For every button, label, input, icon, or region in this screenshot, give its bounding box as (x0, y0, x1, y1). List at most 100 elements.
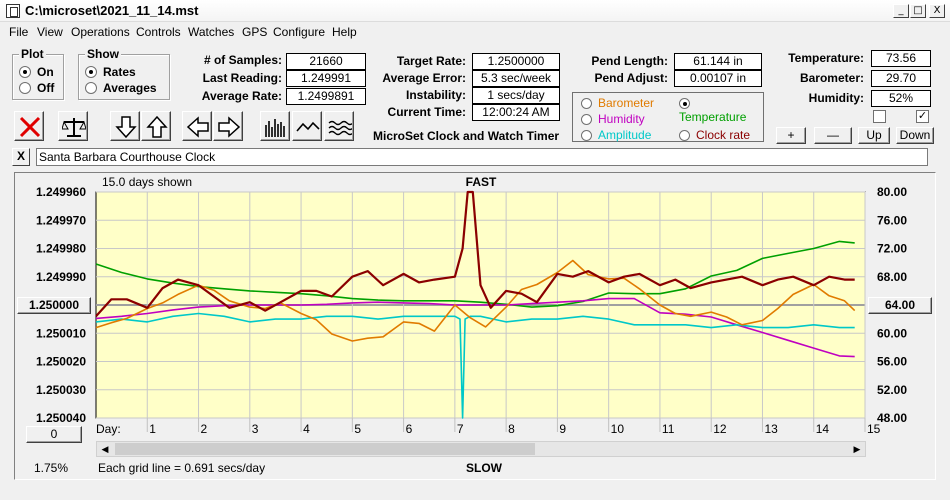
radio-dot (85, 81, 97, 94)
humidity-label: Humidity: (808, 91, 864, 105)
app-icon[interactable] (6, 4, 20, 18)
show-averages-radio[interactable]: Averages (85, 80, 157, 96)
y-left-tick-label: 1.249960 (36, 185, 86, 199)
app-name: MicroSet Clock and Watch Timer (373, 129, 560, 143)
y-left-tick-label: 1.250040 (36, 411, 86, 425)
days-shown-label: 15.0 days shown (102, 175, 192, 189)
series-line-barometer (95, 259, 856, 342)
scroll-thumb[interactable] (115, 443, 535, 455)
radio-dot (581, 114, 592, 126)
plot-on-radio[interactable]: On (19, 64, 54, 80)
source-barometer-radio[interactable]: Barometer (581, 96, 654, 110)
series-line-temperature (95, 240, 855, 308)
y-right-tick-label: 80.00 (877, 185, 907, 199)
menu-bar: File View Operations Controls Watches GP… (0, 22, 950, 42)
y-right-tick-label: 48.00 (877, 411, 907, 425)
zero-button[interactable]: 0 (26, 426, 82, 443)
plot-off-label: Off (37, 80, 55, 95)
y-left-tick-label: 1.250020 (36, 355, 86, 369)
multi-wave-icon (328, 120, 352, 136)
maximize-button[interactable]: □ (910, 4, 926, 18)
balance-button[interactable] (58, 111, 88, 141)
y-right-tick-label: 52.00 (877, 383, 907, 397)
source-barometer-label: Barometer (598, 96, 655, 110)
source-amplitude-label: Amplitude (598, 128, 652, 142)
samples-value: 21660 (286, 53, 366, 70)
menu-controls[interactable]: Controls (136, 25, 181, 39)
show-group-title: Show (85, 47, 121, 61)
plot-off-radio[interactable]: Off (19, 80, 54, 96)
y-left-tick-label: 1.250030 (36, 383, 86, 397)
barometer-label: Barometer: (799, 71, 864, 85)
plus-button[interactable]: + (776, 127, 806, 144)
source-temperature-radio[interactable]: Temperature (679, 96, 763, 124)
menu-view[interactable]: View (37, 25, 63, 39)
arrow-right-icon (218, 116, 241, 138)
center-rate-button[interactable]: 1.250000 (17, 297, 91, 314)
x-tick-label: 2 (201, 422, 208, 436)
current-time-value: 12:00:24 AM (472, 104, 560, 121)
chart-panel (14, 172, 936, 480)
menu-configure[interactable]: Configure (273, 25, 326, 39)
balance-scale-icon (62, 118, 86, 137)
checkbox-right[interactable]: ✓ (916, 110, 929, 123)
temperature-label: Temperature: (788, 51, 864, 65)
average-rate-value: 1.2499891 (286, 88, 366, 105)
minimize-button[interactable]: _ (893, 4, 909, 18)
close-button[interactable]: X (929, 4, 945, 18)
down-button[interactable]: Down (896, 127, 934, 144)
minus-button[interactable]: — (814, 127, 852, 144)
line-wave-icon (296, 121, 320, 132)
target-rate-value[interactable]: 1.2500000 (472, 53, 560, 70)
series-line-clock-rate (95, 190, 855, 318)
menu-help[interactable]: Help (332, 25, 357, 39)
scroll-left-icon[interactable]: ◀ (101, 444, 109, 454)
histogram-icon (265, 119, 285, 137)
x-tick-label: 12 (713, 422, 727, 436)
source-clock-rate-radio[interactable]: Clock rate (679, 128, 750, 142)
scroll-right-icon[interactable]: ▶ (853, 444, 861, 454)
show-rates-radio[interactable]: Rates (85, 64, 136, 80)
radio-dot (581, 98, 592, 110)
arrow-left-button[interactable] (182, 111, 212, 141)
last-reading-value: 1.249991 (286, 70, 366, 87)
line-wave-button[interactable] (292, 111, 322, 141)
x-tick-label: 11 (662, 422, 675, 436)
average-rate-label: Average Rate: (201, 89, 282, 103)
arrow-down-icon (115, 116, 137, 139)
y-right-tick-label: 68.00 (877, 270, 907, 284)
x-tick-label: 14 (816, 422, 830, 436)
source-humidity-radio[interactable]: Humidity (581, 112, 645, 126)
arrow-up-button[interactable] (141, 111, 171, 141)
current-time-label: Current Time: (387, 105, 466, 119)
menu-operations[interactable]: Operations (71, 25, 130, 39)
stop-button[interactable] (14, 111, 44, 141)
arrow-down-button[interactable] (110, 111, 140, 141)
plot-on-label: On (37, 64, 54, 79)
series-line-amplitude (95, 312, 855, 419)
center-temperature-button[interactable]: 64.00 (868, 297, 932, 314)
arrow-right-button[interactable] (213, 111, 243, 141)
menu-watches[interactable]: Watches (188, 25, 235, 39)
x-tick-label: 9 (559, 422, 566, 436)
source-humidity-label: Humidity (598, 112, 645, 126)
checkbox-left[interactable] (873, 110, 886, 123)
source-amplitude-radio[interactable]: Amplitude (581, 128, 651, 142)
day-axis-label: Day: (96, 422, 121, 436)
menu-file[interactable]: File (9, 25, 29, 39)
y-right-tick-label: 76.00 (877, 213, 907, 227)
pend-length-value: 61.144 in (674, 53, 762, 70)
fast-label: FAST (466, 175, 497, 189)
menu-gps[interactable]: GPS (242, 25, 268, 39)
pend-adjust-value: 0.00107 in (674, 70, 762, 87)
close-clock-button[interactable]: X (12, 148, 30, 166)
up-button[interactable]: Up (858, 127, 890, 144)
multi-wave-button[interactable] (324, 111, 354, 141)
radio-dot (19, 65, 31, 78)
clock-name-input[interactable]: Santa Barbara Courthouse Clock (36, 148, 928, 166)
window-title: C:\microset\2021_11_14.mst (25, 3, 199, 18)
horizontal-scrollbar[interactable]: ◀ ▶ (96, 441, 866, 457)
x-tick-label: 7 (457, 422, 464, 436)
histogram-button[interactable] (260, 111, 290, 141)
